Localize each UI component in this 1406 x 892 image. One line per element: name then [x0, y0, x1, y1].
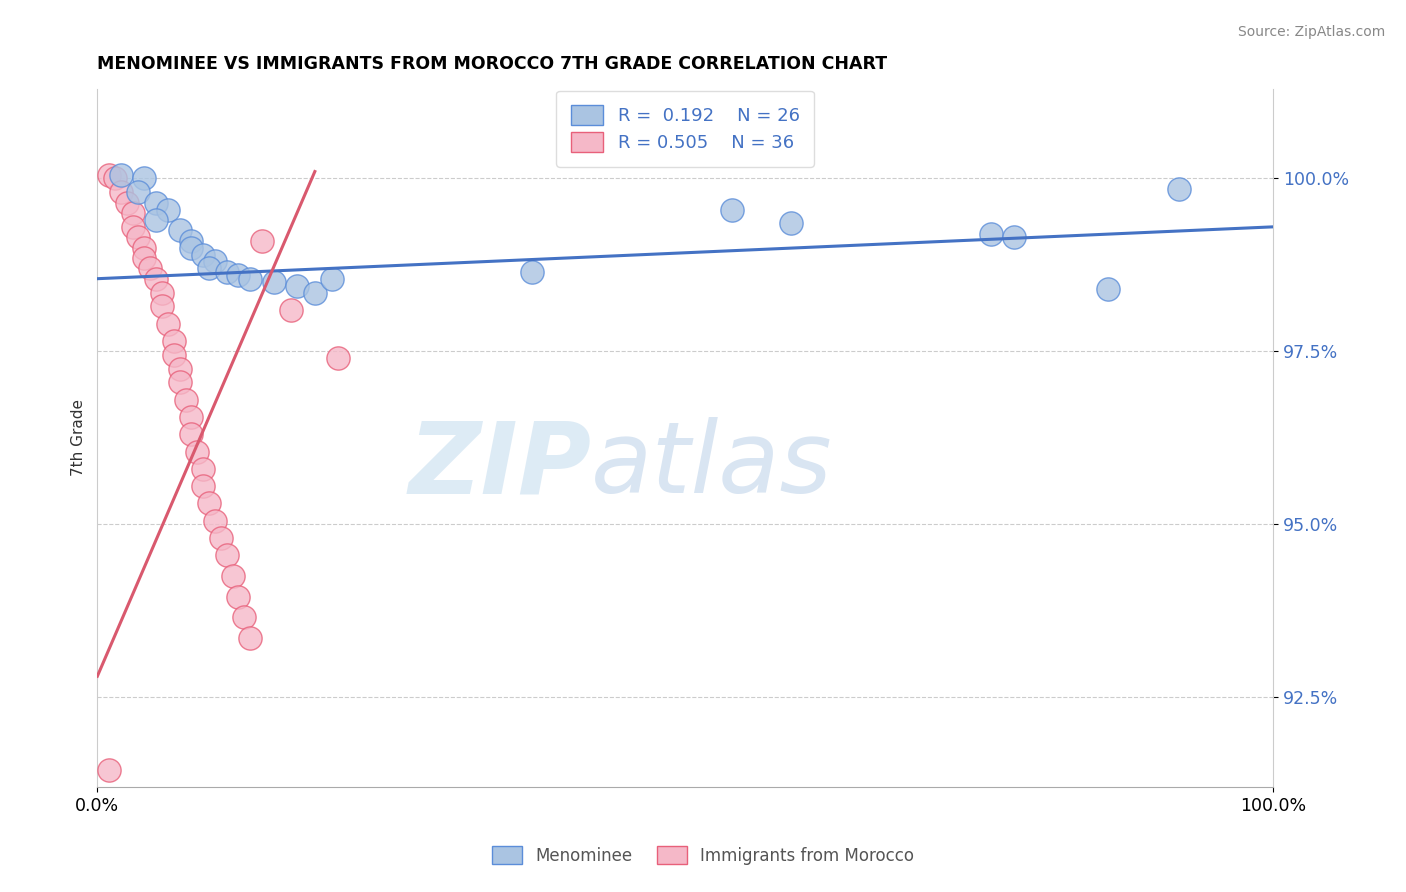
Text: ZIP: ZIP — [408, 417, 591, 514]
Point — [280, 302, 302, 317]
Point — [1097, 282, 1119, 296]
Point — [128, 230, 150, 244]
Point — [110, 186, 132, 200]
Point — [150, 299, 173, 313]
Point — [215, 265, 238, 279]
Point — [204, 514, 226, 528]
Point — [180, 241, 202, 255]
Text: MENOMINEE VS IMMIGRANTS FROM MOROCCO 7TH GRADE CORRELATION CHART: MENOMINEE VS IMMIGRANTS FROM MOROCCO 7TH… — [97, 55, 887, 73]
Legend: Menominee, Immigrants from Morocco: Menominee, Immigrants from Morocco — [484, 838, 922, 873]
Point — [522, 265, 544, 279]
Point — [180, 427, 202, 442]
Point — [221, 569, 243, 583]
Y-axis label: 7th Grade: 7th Grade — [72, 400, 86, 476]
Point — [156, 317, 179, 331]
Point — [145, 213, 167, 227]
Point — [110, 168, 132, 182]
Point — [180, 409, 202, 424]
Point — [191, 479, 214, 493]
Point — [191, 247, 214, 261]
Point — [145, 271, 167, 285]
Point — [169, 361, 191, 376]
Legend: R =  0.192    N = 26, R = 0.505    N = 36: R = 0.192 N = 26, R = 0.505 N = 36 — [557, 91, 814, 167]
Point — [228, 268, 250, 283]
Point — [321, 271, 343, 285]
Point — [228, 590, 250, 604]
Point — [198, 496, 221, 510]
Point — [204, 254, 226, 268]
Point — [186, 444, 208, 458]
Point — [215, 548, 238, 562]
Point — [128, 186, 150, 200]
Point — [169, 376, 191, 390]
Point — [780, 216, 803, 230]
Point — [163, 334, 186, 348]
Point — [239, 271, 262, 285]
Text: atlas: atlas — [591, 417, 832, 514]
Point — [134, 171, 156, 186]
Point — [98, 763, 121, 777]
Point — [145, 195, 167, 210]
Point — [121, 206, 143, 220]
Point — [191, 462, 214, 476]
Point — [163, 348, 186, 362]
Point — [1167, 182, 1189, 196]
Point — [134, 241, 156, 255]
Point — [328, 351, 350, 366]
Point — [198, 261, 221, 276]
Point — [139, 261, 162, 276]
Point — [263, 275, 285, 289]
Point — [285, 278, 308, 293]
Point — [250, 234, 273, 248]
Point — [1002, 230, 1025, 244]
Text: Source: ZipAtlas.com: Source: ZipAtlas.com — [1237, 25, 1385, 39]
Point — [169, 223, 191, 237]
Point — [180, 234, 202, 248]
Point — [104, 171, 127, 186]
Point — [174, 392, 197, 407]
Point — [721, 202, 744, 217]
Point — [233, 610, 256, 624]
Point — [150, 285, 173, 300]
Point — [134, 251, 156, 265]
Point — [209, 531, 232, 545]
Point — [121, 219, 143, 234]
Point — [115, 195, 138, 210]
Point — [156, 202, 179, 217]
Point — [980, 227, 1002, 241]
Point — [239, 631, 262, 645]
Point — [304, 285, 326, 300]
Point — [98, 168, 121, 182]
